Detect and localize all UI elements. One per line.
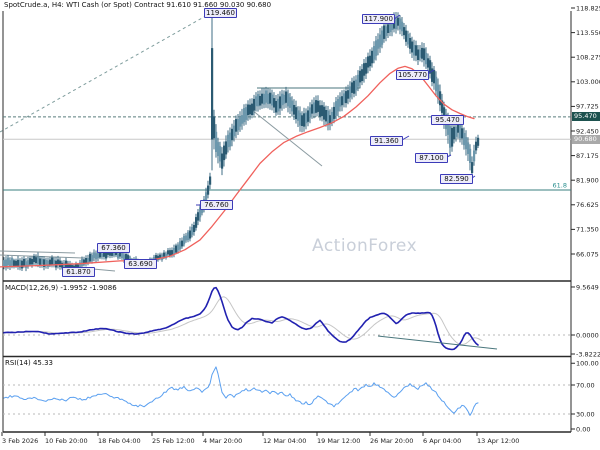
price-tick-label: 92.450 [576,127,599,135]
price-tick-label: 71.350 [576,226,599,234]
rsi-indicator-label: RSI(14) 45.33 [5,359,54,367]
price-tick-label: 118.825 [576,4,600,12]
trendline-3 [0,250,76,254]
x-tick-label: 10 Feb 20:00 [45,437,88,445]
x-tick-label: 3 Feb 2026 [2,437,38,445]
price-annotation-87.100: 87.100 [415,153,448,163]
trendline-2 [251,109,323,167]
trendline-0 [0,12,212,133]
rsi-line [3,366,479,416]
macd-trendline [377,335,498,350]
price-annotation-95.470: 95.470 [431,115,464,125]
price-tick-label: 76.625 [576,201,599,209]
price-annotation-76.760: 76.760 [200,200,233,210]
price-annotation-61.870: 61.870 [62,267,95,277]
price-annotation-63.690: 63.690 [124,259,157,269]
rsi-tick-label: 100.00 [576,360,599,368]
macd-indicator-label: MACD(12,26,9) -1.9952 -1.9086 [5,284,117,292]
x-tick-label: 18 Feb 04:00 [98,437,141,445]
x-tick-label: 13 Apr 12:00 [477,437,519,445]
price-annotation-117.900: 117.900 [362,14,395,24]
watermark: ActionForex [312,236,418,256]
price-tick-label: 81.900 [576,176,599,184]
axis-price-tag-90.680: 90.680 [572,135,600,144]
price-annotation-67.360: 67.360 [97,243,130,253]
annotation-tail-2 [401,135,410,141]
price-tick-label: 113.550 [576,29,600,37]
price-tick-label: 97.725 [576,103,599,111]
x-tick-label: 12 Mar 04:00 [263,437,306,445]
annotation-tail-0 [393,14,401,20]
chart-title: SpotCrude.a, H4: WTI Cash (or Spot) Cont… [4,1,272,9]
fib-618-label: 61.8 [553,182,567,190]
macd-tick-label: -3.8222 [576,350,600,358]
price-tick-label: 87.175 [576,152,599,160]
macd-line [3,286,479,351]
price-tick-label: 66.075 [576,250,599,258]
rsi-tick-label: 30.00 [576,410,595,418]
price-annotation-105.770: 105.770 [396,70,429,80]
price-annotation-82.590: 82.590 [440,174,473,184]
red-ma-line [0,65,475,268]
macd-signal-line [7,296,483,345]
rsi-tick-label: 0.00 [576,425,590,433]
x-tick-label: 25 Feb 12:00 [152,437,195,445]
price-tick-label: 108.275 [576,54,600,62]
price-tick-label: 103.000 [576,78,600,86]
price-annotation-91.360: 91.360 [370,136,403,146]
x-tick-label: 6 Apr 04:00 [423,437,461,445]
rsi-tick-label: 70.00 [576,381,595,389]
x-tick-label: 19 Mar 12:00 [317,437,360,445]
trendline-5 [92,268,116,272]
macd-tick-label: 9.5649 [576,283,599,291]
macd-tick-label: 0.0000 [576,331,599,339]
candlesticks [3,12,480,275]
x-tick-label: 4 Mar 20:00 [203,437,242,445]
axis-price-tag-95.470: 95.470 [572,112,600,121]
price-annotation-119.460: 119.460 [204,8,237,18]
x-tick-label: 26 Mar 20:00 [370,437,413,445]
